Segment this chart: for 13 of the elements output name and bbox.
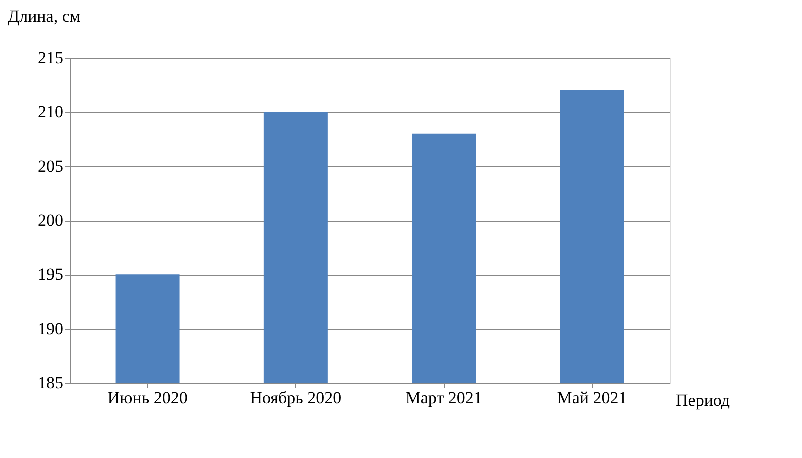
y-tick-label: 215 — [38, 48, 64, 68]
y-tick-label: 200 — [38, 211, 64, 230]
y-tick-label: 210 — [38, 102, 64, 122]
x-tick-label: Июнь 2020 — [108, 388, 188, 408]
y-tick-label: 195 — [38, 265, 64, 284]
x-tick-label: Ноябрь 2020 — [250, 388, 342, 408]
x-axis-title: Период — [676, 391, 730, 410]
x-tick-label: Май 2021 — [557, 388, 628, 408]
y-tick-label: 190 — [38, 319, 64, 338]
y-tick-label: 205 — [38, 156, 64, 176]
y-tick-label: 185 — [38, 374, 64, 392]
y-axis-title: Длина, см — [8, 7, 81, 26]
x-tick-label: Март 2021 — [406, 388, 482, 408]
